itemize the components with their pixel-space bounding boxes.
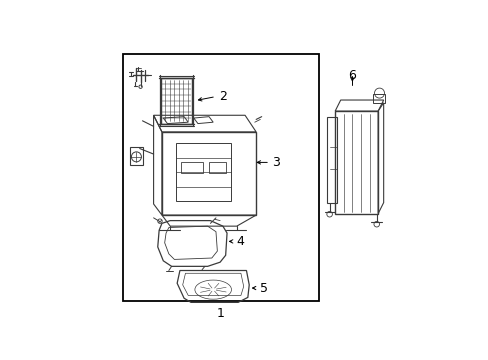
Text: 3: 3 [272, 156, 280, 169]
Text: 5: 5 [259, 282, 267, 294]
Bar [123, 54, 318, 301]
Bar [334, 111, 377, 214]
Text: 6: 6 [348, 68, 356, 82]
Bar [181, 162, 203, 174]
Bar [372, 94, 384, 103]
Bar [162, 132, 256, 215]
Bar [175, 143, 231, 201]
Text: 4: 4 [236, 235, 244, 248]
Bar [130, 147, 142, 165]
Bar [160, 78, 192, 123]
Bar [208, 162, 225, 174]
Text: 2: 2 [218, 90, 226, 103]
Bar [326, 117, 337, 203]
Text: 1: 1 [216, 307, 224, 320]
